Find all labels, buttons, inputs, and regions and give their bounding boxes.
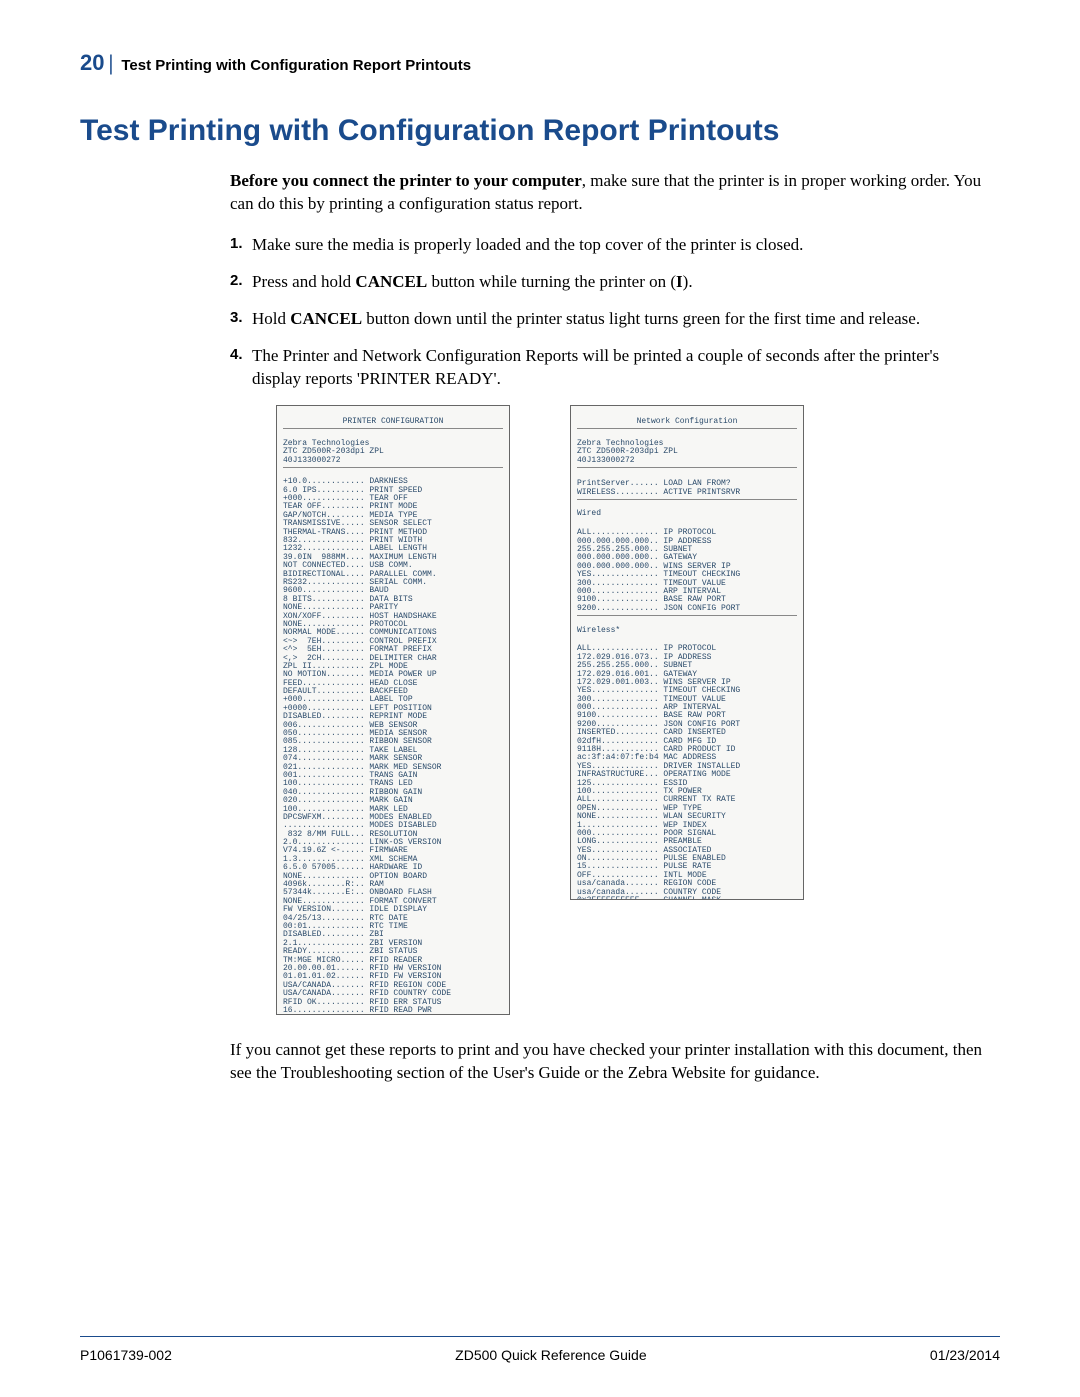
report-left-title: PRINTER CONFIGURATION bbox=[283, 418, 503, 429]
report-right-sect1: PrintServer...... LOAD LAN FROM? WIRELES… bbox=[577, 478, 797, 500]
page-header: 20 | Test Printing with Configuration Re… bbox=[80, 50, 1000, 76]
step-4: The Printer and Network Configuration Re… bbox=[230, 345, 990, 391]
printer-config-report: PRINTER CONFIGURATION Zebra Technologies… bbox=[276, 405, 510, 1015]
footer-right: 01/23/2014 bbox=[930, 1347, 1000, 1363]
step-2: Press and hold CANCEL button while turni… bbox=[230, 271, 990, 294]
main-heading: Test Printing with Configuration Report … bbox=[80, 114, 1000, 148]
report-left-body: +10.0............ DARKNESS 6.0 IPS......… bbox=[283, 478, 503, 1014]
report-right-sect2-title: Wired bbox=[577, 510, 797, 518]
step-3-c: button down until the printer status lig… bbox=[362, 309, 920, 328]
report-right-title: Network Configuration bbox=[577, 418, 797, 429]
header-title: Test Printing with Configuration Report … bbox=[121, 57, 471, 74]
step-3-b: CANCEL bbox=[290, 309, 362, 328]
step-2-e: ). bbox=[683, 272, 693, 291]
report-right-sect3: ALL.............. IP PROTOCOL 172.029.01… bbox=[577, 643, 797, 899]
intro-bold: Before you connect the printer to your c… bbox=[230, 171, 582, 190]
footer-center: ZD500 Quick Reference Guide bbox=[455, 1347, 646, 1363]
page-footer: P1061739-002 ZD500 Quick Reference Guide… bbox=[80, 1347, 1000, 1363]
step-2-b: CANCEL bbox=[355, 272, 427, 291]
page-number-box: 20 | bbox=[80, 50, 121, 76]
intro-paragraph: Before you connect the printer to your c… bbox=[230, 170, 990, 216]
footer-left: P1061739-002 bbox=[80, 1347, 172, 1363]
closing-paragraph: If you cannot get these reports to print… bbox=[230, 1039, 990, 1085]
page: 20 | Test Printing with Configuration Re… bbox=[0, 0, 1080, 1397]
step-2-d: I bbox=[676, 272, 683, 291]
step-4-text: The Printer and Network Configuration Re… bbox=[252, 346, 939, 388]
step-3-a: Hold bbox=[252, 309, 290, 328]
step-2-a: Press and hold bbox=[252, 272, 355, 291]
step-1-text: Make sure the media is properly loaded a… bbox=[252, 235, 803, 254]
steps-list: Make sure the media is properly loaded a… bbox=[230, 234, 990, 391]
step-1: Make sure the media is properly loaded a… bbox=[230, 234, 990, 257]
page-number: 20 bbox=[80, 50, 104, 76]
network-config-report: Network Configuration Zebra Technologies… bbox=[570, 405, 804, 900]
report-left-header: Zebra Technologies ZTC ZD500R-203dpi ZPL… bbox=[283, 440, 503, 468]
report-right-header: Zebra Technologies ZTC ZD500R-203dpi ZPL… bbox=[577, 440, 797, 468]
reports-row: PRINTER CONFIGURATION Zebra Technologies… bbox=[80, 405, 1000, 1015]
step-2-c: button while turning the printer on ( bbox=[427, 272, 676, 291]
footer-rule bbox=[80, 1336, 1000, 1337]
report-right-sect3-title: Wireless* bbox=[577, 627, 797, 635]
header-divider: | bbox=[108, 50, 113, 76]
step-3: Hold CANCEL button down until the printe… bbox=[230, 308, 990, 331]
report-right-sect2: ALL.............. IP PROTOCOL 000.000.00… bbox=[577, 527, 797, 616]
